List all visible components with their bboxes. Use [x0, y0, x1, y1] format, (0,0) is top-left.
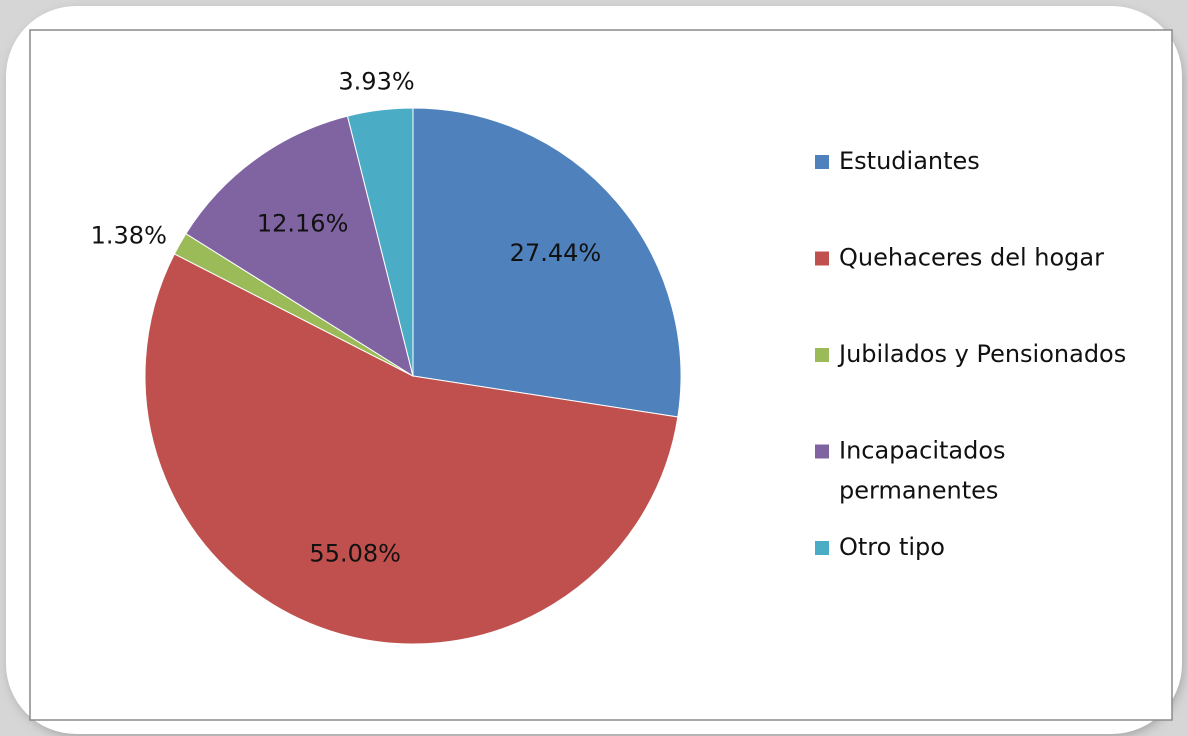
pie-slice: [346, 107, 414, 377]
pie-slice: [144, 253, 679, 645]
legend-label-line: Incapacitados: [839, 437, 1006, 465]
pie-slice: [412, 107, 682, 418]
legend-swatch: [815, 444, 829, 459]
legend-label: Quehaceres del hogar: [839, 244, 1104, 272]
legend-label: Otro tipo: [839, 533, 945, 561]
legend-swatch: [815, 541, 829, 555]
legend-swatch: [815, 155, 829, 169]
pie-slice: [185, 115, 414, 378]
legend-label: Incapacitados permanentes: [839, 437, 1006, 505]
legend-label-line: permanentes: [839, 477, 998, 505]
legend-label: Estudiantes: [839, 147, 980, 175]
data-label: 27.44%: [510, 239, 602, 267]
data-label: 1.38%: [91, 221, 167, 249]
legend-label: Jubilados y Pensionados: [837, 340, 1126, 368]
data-label: 55.08%: [309, 539, 401, 567]
data-label: 12.16%: [257, 209, 349, 237]
legend-swatch: [815, 348, 829, 362]
legend-swatch: [815, 251, 829, 266]
data-label: 3.93%: [338, 67, 414, 95]
